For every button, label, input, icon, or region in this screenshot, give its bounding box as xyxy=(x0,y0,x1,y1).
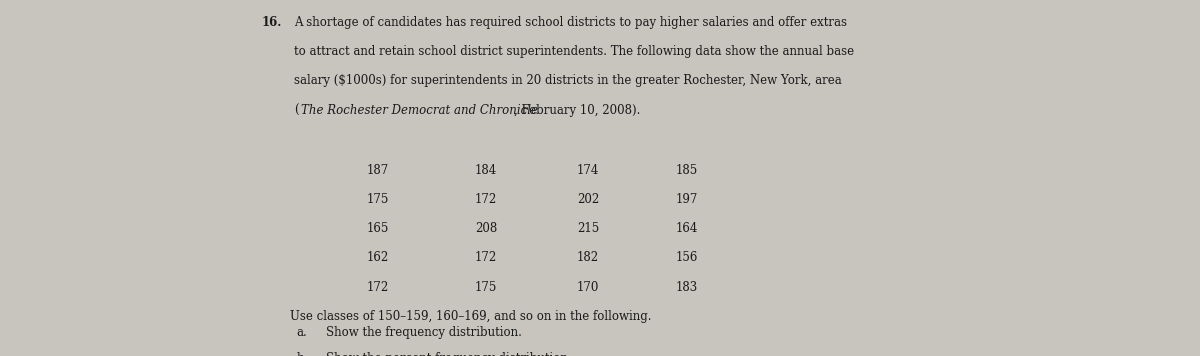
Text: Use classes of 150–159, 160–169, and so on in the following.: Use classes of 150–159, 160–169, and so … xyxy=(290,310,652,323)
Text: 164: 164 xyxy=(676,222,697,235)
Text: 174: 174 xyxy=(577,164,599,177)
Text: 156: 156 xyxy=(676,251,697,265)
Text: 197: 197 xyxy=(676,193,697,206)
Text: 172: 172 xyxy=(475,193,497,206)
Text: 187: 187 xyxy=(367,164,389,177)
Text: to attract and retain school district superintendents. The following data show t: to attract and retain school district su… xyxy=(294,45,854,58)
Text: 182: 182 xyxy=(577,251,599,265)
Text: 202: 202 xyxy=(577,193,599,206)
Text: 183: 183 xyxy=(676,281,697,294)
Text: Show the percent frequency distribution.: Show the percent frequency distribution. xyxy=(326,352,572,356)
Text: 175: 175 xyxy=(367,193,389,206)
Text: b.: b. xyxy=(296,352,307,356)
Text: a.: a. xyxy=(296,326,307,339)
Text: , February 10, 2008).: , February 10, 2008). xyxy=(514,104,640,117)
Text: The Rochester Democrat and Chronicle: The Rochester Democrat and Chronicle xyxy=(301,104,539,117)
Text: A shortage of candidates has required school districts to pay higher salaries an: A shortage of candidates has required sc… xyxy=(294,16,847,29)
Text: 165: 165 xyxy=(367,222,389,235)
Text: (: ( xyxy=(294,104,299,117)
Text: 185: 185 xyxy=(676,164,697,177)
Text: 172: 172 xyxy=(475,251,497,265)
Text: 184: 184 xyxy=(475,164,497,177)
Text: 172: 172 xyxy=(367,281,389,294)
Text: salary ($1000s) for superintendents in 20 districts in the greater Rochester, Ne: salary ($1000s) for superintendents in 2… xyxy=(294,74,841,88)
Text: 208: 208 xyxy=(475,222,497,235)
Text: 175: 175 xyxy=(475,281,497,294)
Text: 215: 215 xyxy=(577,222,599,235)
Text: 162: 162 xyxy=(367,251,389,265)
Text: Show the frequency distribution.: Show the frequency distribution. xyxy=(326,326,522,339)
Text: 16.: 16. xyxy=(262,16,282,29)
Text: 170: 170 xyxy=(577,281,599,294)
